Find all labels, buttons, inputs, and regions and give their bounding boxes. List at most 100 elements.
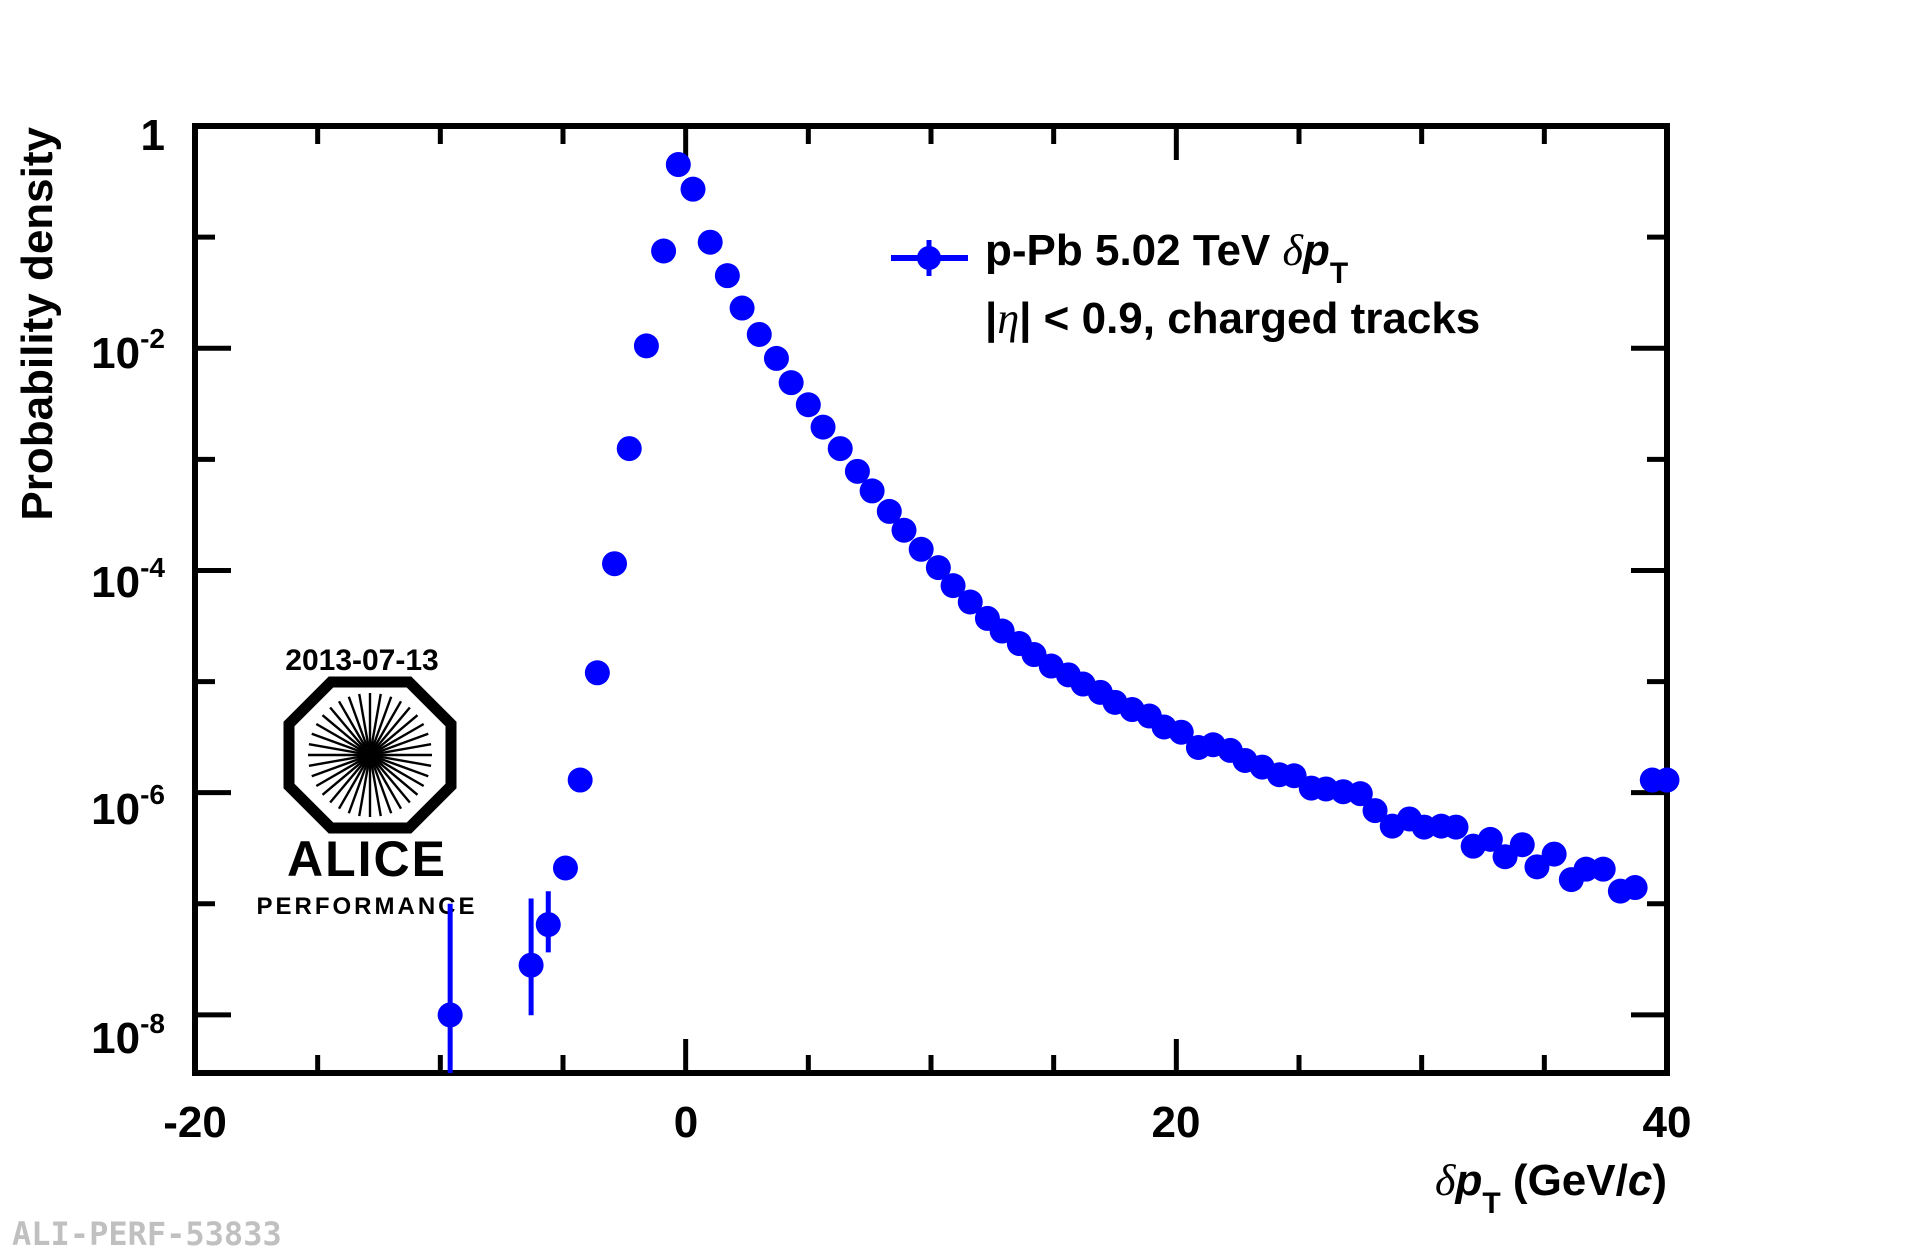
data-point — [827, 436, 853, 462]
logo-ray — [347, 696, 372, 756]
data-point — [633, 333, 659, 359]
logo-ray — [337, 700, 372, 756]
x-tick-label: 40 — [1643, 1098, 1692, 1147]
y-tick-label: 10-8 — [91, 1008, 165, 1063]
x-tick-labels: -20 0 20 40 — [163, 1098, 1691, 1147]
data-point — [616, 436, 642, 462]
data-point — [1168, 719, 1194, 745]
logo-ray — [321, 754, 371, 796]
data-point — [1477, 826, 1503, 852]
data-point — [989, 618, 1015, 644]
y-axis-title: Probability density — [13, 126, 62, 520]
logo-ray — [369, 722, 425, 757]
x-tick-label: 20 — [1152, 1098, 1201, 1147]
logo-ray — [308, 743, 371, 757]
data-point — [1573, 856, 1599, 882]
data-point — [925, 555, 951, 581]
legend: p-Pb 5.02 TeV δpT |η| < 0.9, charged tra… — [891, 226, 1480, 344]
logo-ray — [311, 732, 371, 757]
logo-ray — [315, 722, 371, 757]
data-point — [437, 1002, 463, 1028]
data-point — [1347, 781, 1373, 807]
data-point — [1654, 767, 1680, 793]
legend-marker — [917, 246, 941, 270]
logo-ray — [321, 714, 371, 756]
axis-ticks — [192, 123, 1670, 1073]
data-point — [552, 855, 578, 881]
logo-date: 2013-07-13 — [285, 644, 438, 677]
logo-ray — [368, 700, 403, 756]
data-point — [714, 263, 740, 289]
logo-ray — [369, 753, 425, 788]
data-point — [746, 321, 772, 347]
data-point — [778, 370, 804, 396]
logo-ray — [337, 754, 372, 810]
data-point — [729, 295, 755, 321]
alice-performance-logo: 2013-07-13 ALICE PERFORMANCE — [256, 644, 477, 920]
data-point — [1524, 854, 1550, 880]
y-tick-label: 10-6 — [91, 779, 165, 834]
logo-subtitle: PERFORMANCE — [256, 893, 477, 920]
data-point — [1590, 856, 1616, 882]
logo-ray — [369, 754, 411, 804]
logo-ray — [368, 754, 393, 814]
logo-ray — [358, 693, 372, 756]
data-point — [680, 176, 706, 202]
data-point — [1362, 798, 1388, 824]
y-tick-label: 10-2 — [91, 323, 165, 378]
logo-ray — [368, 754, 382, 817]
logo-ray — [347, 754, 372, 814]
data-point — [651, 238, 677, 264]
logo-name: ALICE — [287, 831, 447, 887]
data-point — [1443, 814, 1469, 840]
data-point — [1509, 832, 1535, 858]
data-point — [1541, 841, 1567, 867]
logo-ray — [315, 753, 371, 788]
logo-ray — [369, 753, 429, 778]
data-point — [697, 229, 723, 255]
data-point — [763, 345, 789, 371]
logo-ray — [369, 753, 432, 767]
data-point — [957, 589, 983, 615]
logo-starburst-icon — [308, 693, 432, 817]
logo-ray — [369, 743, 432, 757]
logo-ray — [369, 732, 429, 757]
data-point — [518, 952, 544, 978]
logo-ray — [311, 753, 371, 778]
logo-ray — [369, 714, 419, 756]
data-series — [437, 152, 1680, 1073]
x-axis-title: δpT (GeV/c) — [1435, 1156, 1667, 1220]
data-point — [844, 458, 870, 484]
logo-ray — [308, 753, 371, 767]
y-tick-labels: 1 10-2 10-4 10-6 10-8 — [91, 111, 165, 1063]
legend-label-line1: p-Pb 5.02 TeV δpT — [985, 226, 1348, 290]
data-point — [602, 551, 628, 577]
y-tick-label: 10-4 — [91, 552, 165, 607]
logo-ray — [369, 706, 411, 756]
data-point — [584, 660, 610, 686]
legend-label-line2: |η| < 0.9, charged tracks — [985, 294, 1480, 344]
logo-ray — [329, 706, 371, 756]
logo-ray — [329, 754, 371, 804]
logo-ray — [368, 693, 382, 756]
logo-ray — [369, 754, 419, 796]
logo-ray — [368, 754, 403, 810]
logo-ray — [358, 754, 372, 817]
data-point — [795, 392, 821, 418]
data-point — [1622, 875, 1648, 901]
data-point — [876, 498, 902, 524]
data-point — [567, 767, 593, 793]
data-point — [891, 517, 917, 543]
data-point — [535, 912, 561, 938]
logo-ray — [368, 696, 393, 756]
x-tick-label: -20 — [163, 1098, 227, 1147]
data-point — [665, 152, 691, 178]
data-point — [940, 573, 966, 599]
data-point — [810, 414, 836, 440]
data-point — [908, 536, 934, 562]
y-tick-label: 1 — [141, 111, 165, 160]
x-tick-label: 0 — [674, 1098, 698, 1147]
data-point — [859, 478, 885, 504]
figure-id: ALI-PERF-53833 — [12, 1215, 282, 1253]
